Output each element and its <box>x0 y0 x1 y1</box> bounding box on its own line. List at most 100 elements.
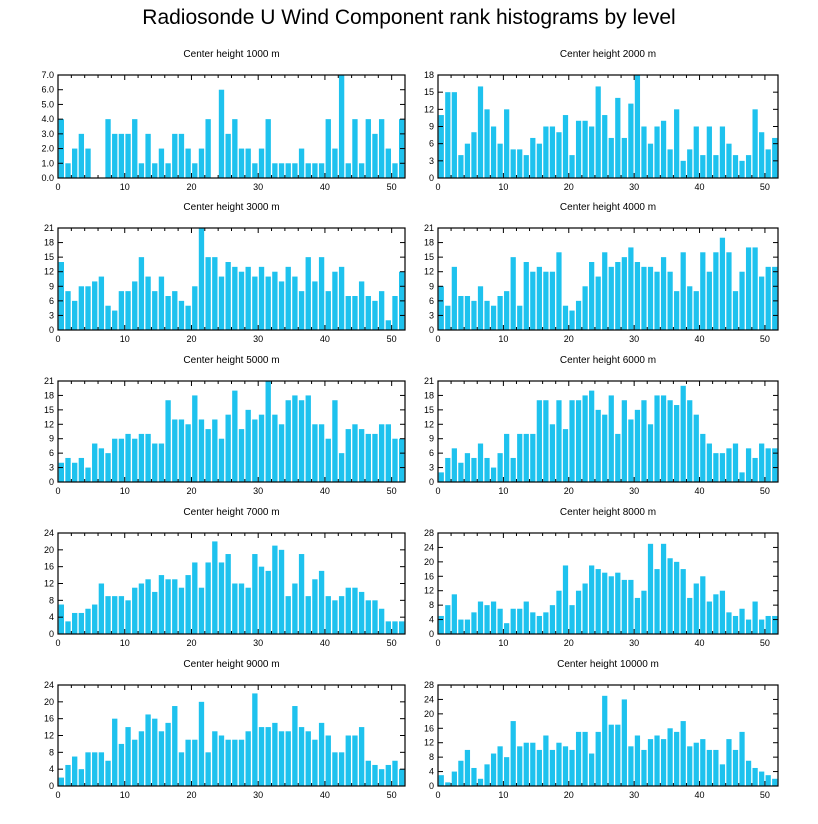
histogram-bar <box>517 305 523 330</box>
histogram-bar <box>145 579 151 634</box>
histogram-bar <box>589 262 595 330</box>
histogram-bar <box>615 572 621 634</box>
x-tick-label: 10 <box>498 486 508 496</box>
panel-title: Center height 4000 m <box>560 202 656 213</box>
histogram-bar <box>582 120 588 178</box>
histogram-bar <box>739 731 745 786</box>
histogram-bar <box>582 395 588 482</box>
histogram-bar <box>477 443 484 482</box>
histogram-bar <box>238 271 245 330</box>
histogram-bar <box>272 414 278 482</box>
histogram-bar <box>278 731 285 786</box>
histogram-bar <box>504 757 510 786</box>
histogram-bar <box>358 281 365 330</box>
histogram-bar <box>543 400 549 482</box>
histogram-bar <box>589 390 595 482</box>
histogram-bar <box>713 594 719 634</box>
histogram-bar <box>549 126 556 178</box>
histogram-bar <box>549 271 556 330</box>
histogram-bar <box>647 424 654 482</box>
histogram-bar <box>660 257 667 330</box>
histogram-bar <box>608 395 614 482</box>
histogram-bar <box>178 752 185 786</box>
histogram-bar <box>562 746 569 786</box>
histogram-bar <box>385 621 391 634</box>
histogram-bar <box>602 115 608 178</box>
histogram-bar <box>265 570 271 634</box>
histogram-bar <box>621 257 627 330</box>
histogram-bar <box>595 409 601 482</box>
y-tick-label: 28 <box>424 528 434 538</box>
histogram-bar <box>556 590 562 634</box>
histogram-bar <box>745 448 752 482</box>
histogram-bar <box>205 752 211 786</box>
histogram-bar <box>490 753 497 786</box>
histogram-bar <box>252 693 258 786</box>
histogram-bar <box>312 281 318 330</box>
y-tick-label: 15 <box>44 405 54 415</box>
histogram-bar <box>582 731 588 786</box>
histogram-bar <box>345 735 351 786</box>
histogram-bar <box>205 429 211 482</box>
histogram-bar <box>674 109 680 178</box>
histogram-bar <box>132 119 138 178</box>
histogram-bar <box>759 771 765 786</box>
y-tick-label: 0 <box>429 477 434 487</box>
histogram-bar <box>392 438 398 482</box>
x-tick-label: 10 <box>120 790 130 800</box>
histogram-bar <box>378 291 385 330</box>
histogram-bar <box>205 562 211 634</box>
y-tick-label: 18 <box>44 390 54 400</box>
histogram-bar <box>245 731 251 786</box>
x-tick-label: 20 <box>564 790 574 800</box>
y-tick-label: 18 <box>44 238 54 248</box>
x-tick-label: 0 <box>435 334 440 344</box>
histogram-bar <box>517 433 523 482</box>
x-tick-label: 50 <box>760 486 770 496</box>
histogram-bar <box>285 731 291 786</box>
histogram-bar <box>318 424 325 482</box>
histogram-bar <box>365 760 371 786</box>
x-tick-label: 30 <box>629 486 639 496</box>
histogram-bar <box>125 291 131 330</box>
x-tick-label: 50 <box>387 486 397 496</box>
x-tick-label: 0 <box>435 638 440 648</box>
histogram-bar <box>352 424 358 482</box>
y-tick-label: 15 <box>424 252 434 262</box>
histogram-bar <box>745 247 752 330</box>
histogram-bar <box>358 163 365 178</box>
histogram-bar <box>278 163 285 178</box>
histogram-bar <box>438 615 444 634</box>
histogram-bar <box>445 457 451 482</box>
histogram-bar <box>445 605 451 634</box>
histogram-bar <box>138 583 145 634</box>
histogram-bar <box>118 291 125 330</box>
histogram-bar <box>674 561 680 634</box>
histogram-bar <box>112 718 118 786</box>
y-tick-label: 9 <box>49 281 54 291</box>
histogram-bar <box>318 163 325 178</box>
y-tick-label: 0 <box>429 325 434 335</box>
x-tick-label: 20 <box>564 334 574 344</box>
histogram-bar <box>451 266 457 330</box>
histogram-bar <box>667 271 673 330</box>
histogram-bar <box>238 739 245 786</box>
y-tick-label: 0 <box>429 629 434 639</box>
histogram-bar <box>562 429 569 482</box>
histogram-bar <box>138 257 145 330</box>
histogram-bar <box>178 587 185 634</box>
histogram-bar <box>318 722 325 786</box>
histogram-bar <box>497 143 503 178</box>
y-tick-label: 3 <box>429 310 434 320</box>
histogram-bar <box>112 596 118 634</box>
histogram-bar <box>556 742 562 786</box>
histogram-bar <box>392 163 398 178</box>
histogram-bar <box>732 615 739 634</box>
histogram-bar <box>543 612 549 634</box>
histogram-bar <box>85 286 91 330</box>
histogram-bar <box>345 587 351 634</box>
histogram-bar <box>372 600 378 634</box>
histogram-bar <box>451 448 457 482</box>
histogram-bar <box>192 163 198 178</box>
histogram-bar <box>258 266 265 330</box>
